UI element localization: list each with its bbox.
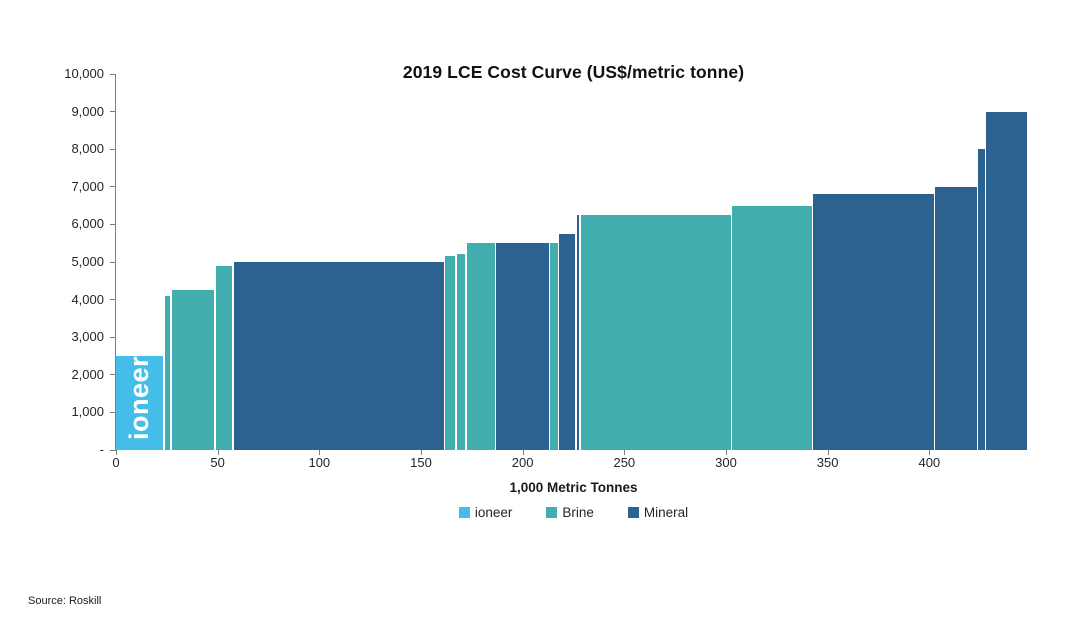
footer-source-line: Source: Roskill xyxy=(28,595,102,607)
y-axis-tick xyxy=(110,374,116,376)
y-tick-label: 1,000 xyxy=(71,404,104,420)
x-tick-label: 0 xyxy=(112,455,120,470)
cost-bar-brine xyxy=(445,256,456,450)
plot-area: - 1,000 2,000 3,000 4,000 5,000 6,000 7,000 8,00… xyxy=(64,66,1031,470)
y-axis-line xyxy=(115,74,116,451)
cost-bar-mineral xyxy=(496,243,549,450)
cost-bar-mineral xyxy=(813,194,934,450)
x-axis-tick xyxy=(726,450,727,455)
y-tick-label: 7,000 xyxy=(71,178,104,194)
y-axis-tick xyxy=(110,111,116,113)
y-tick-label: - xyxy=(99,442,104,457)
y-tick-label: 10,000 xyxy=(64,66,104,81)
footer: Source: Roskill (Cost includes Conversio… xyxy=(28,564,610,617)
cost-bar-brine xyxy=(732,205,812,450)
y-axis-tick xyxy=(110,411,116,413)
x-tick-label: 400 xyxy=(918,455,941,470)
cost-bar-brine xyxy=(171,290,215,450)
x-tick-label: 200 xyxy=(511,455,534,470)
legend: ioneer Brine Mineral xyxy=(116,505,1031,520)
y-tick-label: 9,000 xyxy=(71,103,104,119)
y-tick-label: 8,000 xyxy=(71,141,104,157)
legend-item-brine: Brine xyxy=(546,505,594,520)
y-axis-tick xyxy=(110,186,116,188)
legend-item-mineral: Mineral xyxy=(627,505,689,520)
x-tick-label: 300 xyxy=(715,455,737,470)
cost-bar-mineral xyxy=(559,233,576,450)
y-axis-tick xyxy=(110,449,116,451)
legend-swatch-ioneer xyxy=(458,507,470,518)
legend-label: Brine xyxy=(562,505,594,520)
x-tick-label: 250 xyxy=(613,455,636,470)
x-axis-tick xyxy=(522,450,524,455)
x-axis-tick xyxy=(217,450,219,455)
x-tick-label: 150 xyxy=(410,455,432,470)
y-axis-tick xyxy=(110,223,116,225)
legend-label: Mineral xyxy=(643,505,689,520)
legend-item-ioneer: ioneer xyxy=(458,505,513,520)
x-axis-tick xyxy=(929,450,931,455)
y-axis-tick xyxy=(110,261,116,263)
chart-title: 2019 LCE Cost Curve (US$/metric tonne) xyxy=(402,62,745,82)
cost-bar-brine xyxy=(456,254,466,450)
y-axis-tick xyxy=(110,148,116,150)
x-axis-title: 1,000 Metric Tonnes xyxy=(509,480,638,495)
y-tick-label: 2,000 xyxy=(71,366,104,382)
x-tick-label: 100 xyxy=(308,455,331,470)
y-axis-tick xyxy=(110,336,116,338)
ioneer-bar-logo-label: ioneer xyxy=(124,355,155,441)
legend-label: ioneer xyxy=(474,505,513,520)
cost-bar-mineral xyxy=(978,149,985,450)
x-tick-label: 350 xyxy=(816,455,839,470)
cost-bar-brine xyxy=(580,215,731,450)
legend-swatch-brine xyxy=(546,507,558,518)
cost-bar-mineral xyxy=(986,111,1028,450)
x-axis-tick xyxy=(116,450,117,455)
cost-bar-mineral xyxy=(935,186,977,450)
y-tick-label: 6,000 xyxy=(71,216,104,232)
cost-bar-mineral xyxy=(233,262,444,450)
cost-bar-mineral xyxy=(576,215,580,450)
cost-bar-brine xyxy=(466,243,495,450)
x-axis-tick xyxy=(624,450,626,455)
cost-bar-brine xyxy=(550,243,558,450)
y-axis-tick xyxy=(110,299,116,301)
y-tick-label: 3,000 xyxy=(71,329,104,345)
x-tick-label: 50 xyxy=(210,455,225,470)
x-axis-tick xyxy=(319,450,321,455)
legend-swatch-mineral xyxy=(627,507,639,518)
cost-bar-brine xyxy=(215,265,233,450)
x-axis-tick xyxy=(421,450,422,455)
cost-bar-ioneer: ioneer xyxy=(116,356,164,450)
cost-bar-brine xyxy=(164,295,171,450)
y-tick-label: 4,000 xyxy=(71,291,104,307)
y-axis-tick xyxy=(110,73,116,75)
x-axis-tick xyxy=(827,450,829,455)
y-tick-label: 5,000 xyxy=(71,254,104,269)
